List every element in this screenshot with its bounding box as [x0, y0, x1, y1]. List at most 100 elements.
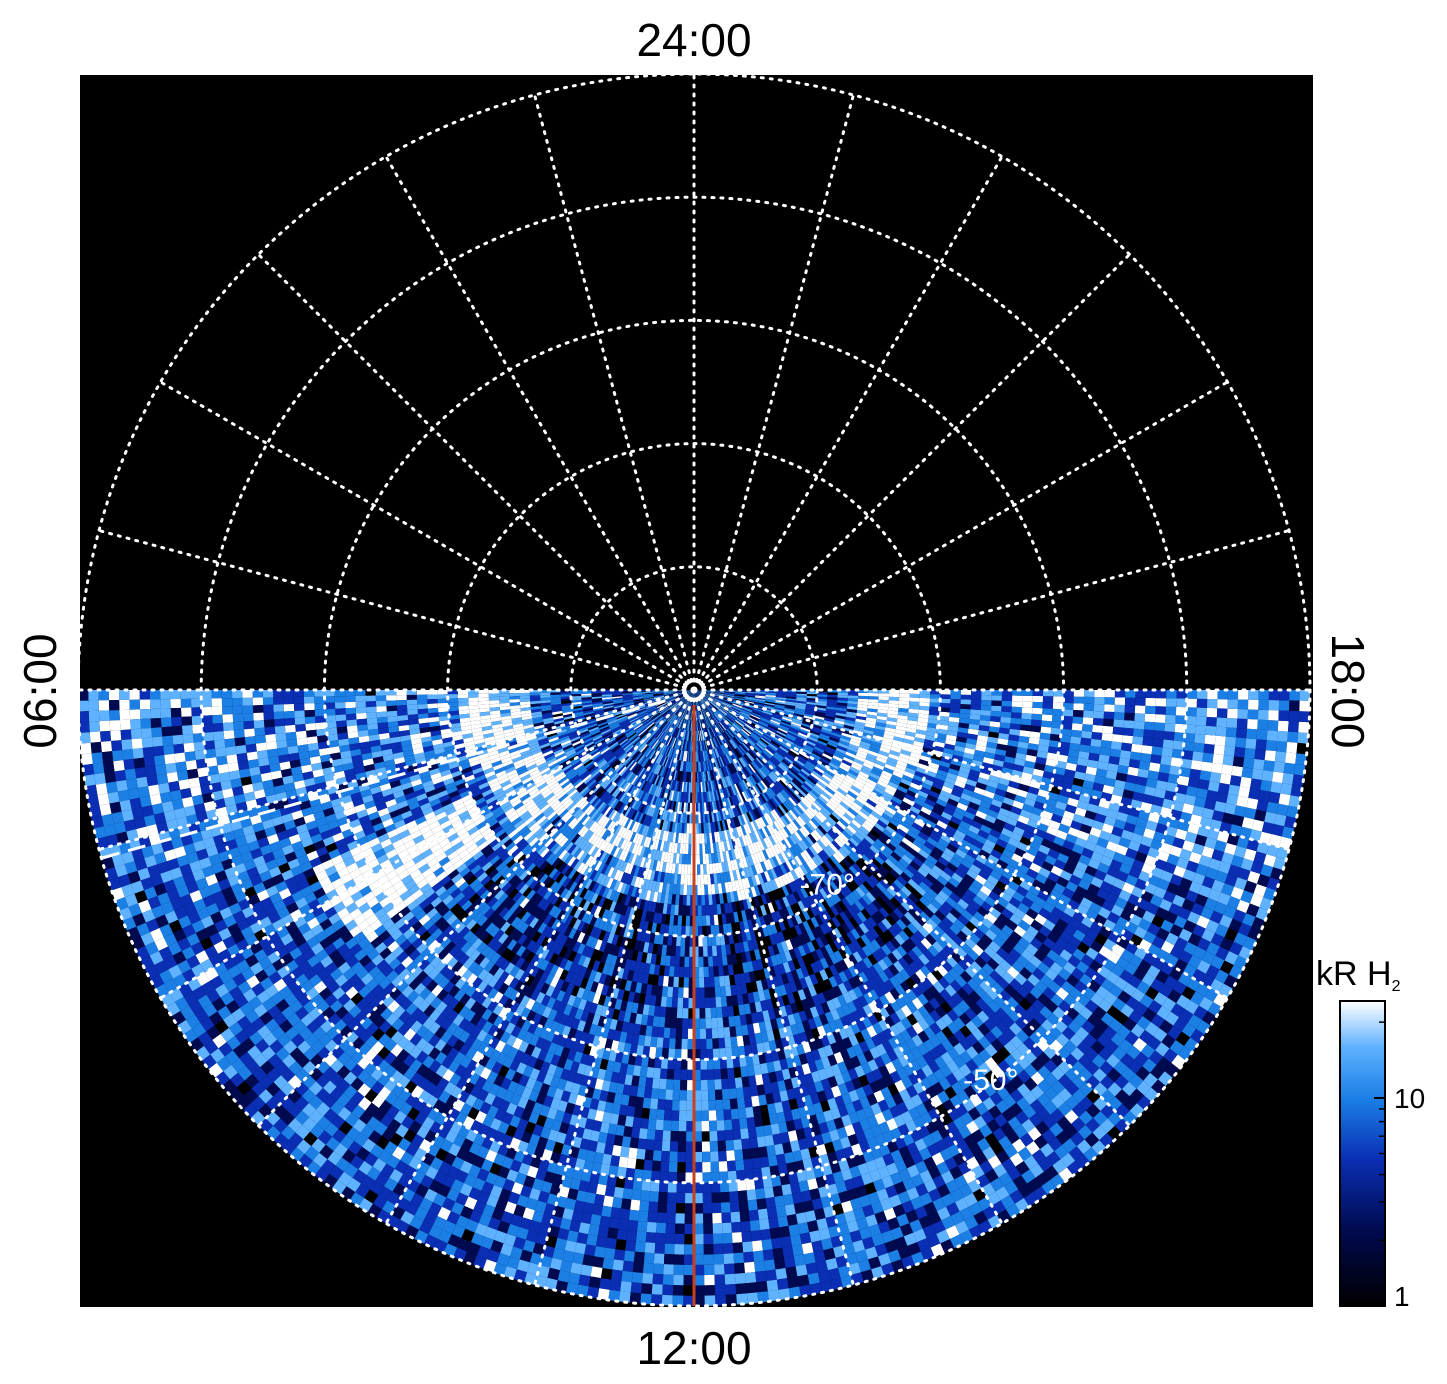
emission-cell [700, 698, 707, 707]
emission-cell [697, 884, 702, 896]
emission-cell [699, 792, 702, 803]
emission-cell [636, 709, 647, 715]
emission-cell [714, 692, 725, 694]
emission-cell [679, 718, 684, 729]
emission-cell [745, 691, 756, 694]
emission-cell [687, 720, 690, 731]
emission-cell [624, 728, 634, 735]
emission-cell [707, 705, 715, 714]
emission-cell [645, 748, 653, 758]
emission-cell [550, 692, 561, 696]
emission-cell [626, 712, 637, 717]
emission-cell [742, 755, 750, 765]
emission-cell [706, 706, 713, 715]
emission-cell [705, 718, 710, 729]
emission-cell [698, 730, 701, 742]
emission-cell [656, 702, 666, 707]
emission-cell [768, 723, 779, 730]
emission-cell [732, 750, 739, 760]
emission-cell [755, 697, 766, 701]
emission-cell [687, 710, 691, 721]
emission-cell [734, 696, 745, 699]
emission-cell [878, 696, 889, 701]
emission-cell [669, 714, 676, 724]
emission-cell [703, 781, 707, 793]
emission-cell [689, 813, 692, 824]
emission-cell [675, 728, 680, 739]
emission-cell [744, 724, 754, 732]
emission-cell [700, 864, 704, 875]
emission-cell [639, 743, 647, 752]
emission-cell [710, 727, 715, 738]
emission-cell [710, 780, 714, 792]
emission-cell [663, 691, 674, 693]
emission-cell [793, 713, 805, 718]
emission-cell [676, 791, 680, 802]
emission-cell [739, 781, 746, 792]
emission-cell [707, 760, 712, 771]
emission-cell [633, 701, 645, 705]
emission-cell [634, 777, 642, 787]
emission-cell [657, 703, 667, 709]
emission-cell [702, 708, 708, 719]
emission-cell [642, 692, 654, 694]
emission-cell [779, 723, 790, 729]
emission-cell [678, 894, 684, 906]
emission-cell [599, 745, 609, 754]
emission-cell [591, 693, 602, 696]
emission-cell [701, 761, 705, 772]
emission-cell [588, 748, 599, 756]
emission-cell [697, 699, 702, 710]
emission-cell [637, 754, 645, 764]
emission-cell [605, 737, 616, 745]
emission-cell [960, 703, 971, 710]
emission-cell [468, 693, 479, 698]
emission-cell [698, 936, 703, 947]
emission-cell [790, 723, 801, 729]
emission-cell [678, 729, 682, 740]
emission-cell [686, 730, 689, 741]
emission-cell [784, 704, 796, 708]
emission-cell [635, 753, 644, 763]
emission-cell [795, 704, 806, 708]
emission-cell [582, 707, 594, 712]
emission-cell [691, 710, 693, 721]
emission-cell [696, 843, 700, 855]
emission-cell [694, 700, 697, 711]
emission-cell [706, 718, 711, 728]
emission-cell [771, 716, 782, 722]
emission-cell [610, 724, 621, 731]
emission-cell [919, 697, 930, 703]
emission-cell [614, 776, 623, 786]
emission-cell [696, 710, 699, 721]
emission-cell [705, 706, 712, 716]
emission-cell [632, 738, 642, 747]
emission-cell [629, 717, 640, 724]
emission-cell [668, 790, 673, 801]
emission-cell [711, 780, 716, 791]
emission-cell [699, 698, 707, 707]
emission-cell [625, 758, 634, 768]
emission-cell [685, 730, 689, 741]
emission-cell [576, 724, 588, 731]
emission-cell [653, 695, 664, 698]
emission-cell [698, 751, 701, 762]
emission-cell [745, 752, 754, 762]
emission-cell [647, 708, 658, 714]
emission-cell [755, 696, 766, 699]
emission-cell [796, 693, 807, 696]
emission-cell [652, 728, 661, 737]
emission-cell [713, 780, 718, 791]
emission-cell [658, 720, 667, 729]
emission-cell [611, 691, 623, 693]
emission-cell [622, 696, 633, 699]
emission-cell [784, 736, 795, 744]
emission-cell [646, 736, 655, 746]
emission-cell [980, 710, 992, 716]
emission-cell [619, 780, 628, 790]
emission-cell [919, 693, 931, 699]
emission-cell [638, 755, 646, 765]
emission-cell [622, 769, 631, 779]
emission-cell [732, 703, 743, 708]
emission-cell [716, 724, 723, 734]
